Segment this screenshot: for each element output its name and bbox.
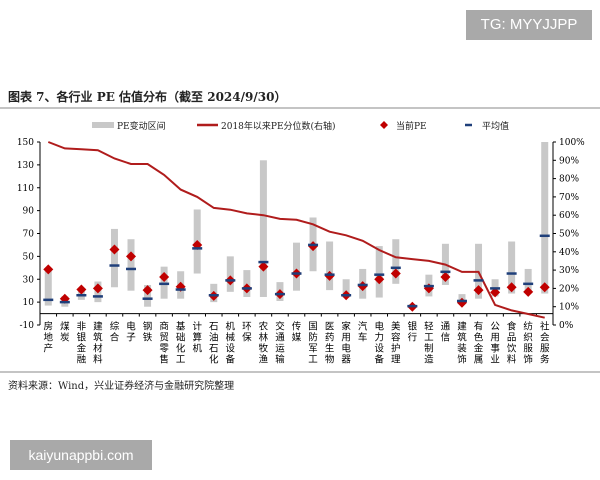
current-pe-marker-6	[142, 285, 153, 296]
right-tick-label: 20%	[559, 284, 579, 294]
range-bar-29	[524, 268, 532, 294]
current-pe-marker-4	[109, 244, 120, 255]
right-tick-label: 60%	[559, 211, 579, 221]
category-label: 非银金融	[77, 321, 87, 366]
category-label: 商贸零售	[159, 321, 169, 366]
current-pe-marker-13	[258, 261, 269, 272]
current-pe-marker-21	[390, 268, 401, 279]
right-tick-label: 40%	[559, 248, 579, 258]
category-label: 农林牧渔	[259, 321, 269, 366]
category-label: 交通运输	[275, 321, 285, 366]
right-tick-label: 100%	[559, 138, 585, 148]
chart-title: 图表 7、各行业 PE 估值分布（截至 2024/9/30）	[8, 90, 287, 104]
left-tick-label: 130	[17, 161, 34, 171]
category-label: 房地产	[44, 321, 54, 355]
right-tick-label: 90%	[559, 156, 579, 166]
current-pe-marker-5	[126, 251, 137, 262]
legend-range-swatch	[92, 122, 114, 128]
right-tick-label: 70%	[559, 193, 579, 203]
current-pe-marker-29	[523, 286, 534, 297]
category-label: 有色金属	[474, 321, 484, 366]
category-label: 食品饮料	[507, 321, 517, 366]
left-tick-label: -10	[20, 321, 35, 331]
category-label: 基础化工	[176, 321, 186, 366]
legend-range-label: PE变动区间	[117, 120, 166, 132]
category-label: 通信	[441, 322, 451, 344]
current-pe-marker-0	[43, 264, 54, 275]
left-tick-label: 50	[23, 252, 35, 262]
category-label: 医药生物	[325, 322, 335, 366]
current-pe-marker-26	[473, 285, 484, 296]
range-bar-6	[144, 284, 152, 307]
category-label: 家用电器	[341, 321, 351, 366]
category-label: 电力设备	[374, 321, 384, 366]
category-label: 机械设备	[226, 321, 236, 366]
range-bar-28	[508, 241, 516, 294]
current-pe-marker-7	[159, 271, 170, 282]
category-label: 国防军工	[308, 322, 318, 366]
current-pe-marker-24	[440, 271, 451, 282]
watermark-top: TG: MYYJJPP	[466, 10, 592, 40]
current-pe-marker-27	[490, 287, 501, 298]
right-tick-label: 30%	[559, 266, 579, 276]
category-label: 煤炭	[60, 321, 70, 344]
category-label: 汽车	[358, 321, 368, 344]
range-bar-0	[44, 270, 52, 306]
category-label: 美容护理	[391, 321, 401, 366]
left-tick-label: 90	[23, 207, 35, 217]
right-tick-label: 10%	[559, 303, 579, 313]
left-tick-label: 10	[23, 298, 35, 308]
current-pe-marker-28	[506, 282, 517, 293]
range-bar-18	[342, 279, 350, 298]
category-label: 计算机	[192, 321, 202, 355]
legend-current-label: 当前PE	[396, 120, 427, 132]
legend-mean-label: 平均值	[482, 120, 509, 132]
category-label: 环保	[242, 322, 252, 344]
category-label: 钢铁	[143, 321, 153, 344]
left-tick-label: 110	[17, 184, 34, 194]
range-bar-4	[110, 228, 118, 288]
category-label: 综合	[110, 321, 120, 344]
range-bar-30	[541, 142, 549, 294]
left-tick-label: 30	[23, 275, 35, 285]
range-bar-15	[293, 242, 300, 291]
category-label: 社会服务	[540, 321, 550, 366]
category-label: 公用事业	[490, 322, 500, 366]
current-pe-marker-2	[76, 284, 87, 295]
category-label: 电子	[126, 321, 136, 344]
category-label: 建筑材料	[93, 321, 103, 366]
current-pe-marker-20	[374, 274, 385, 285]
range-bar-11	[226, 256, 234, 292]
range-bar-21	[392, 239, 400, 284]
current-pe-marker-30	[539, 282, 550, 293]
range-bar-20	[375, 246, 383, 298]
current-pe-marker-3	[92, 283, 103, 294]
percentile-line	[47, 141, 545, 319]
left-tick-label: 150	[17, 138, 34, 148]
right-tick-label: 50%	[559, 230, 579, 240]
range-bar-17	[326, 241, 334, 291]
source-note: 资料来源：Wind，兴业证券经济与金融研究院整理	[8, 381, 235, 392]
category-label: 轻工制造	[424, 321, 434, 366]
category-label: 传媒	[292, 321, 302, 344]
watermark-bottom: kaiyunappbi.com	[10, 440, 152, 470]
range-bar-13	[259, 160, 267, 297]
left-tick-label: 70	[23, 230, 35, 240]
category-label: 银行	[408, 321, 418, 344]
right-tick-label: 80%	[559, 175, 579, 185]
range-bar-5	[127, 239, 135, 291]
legend-percentile-label: 2018年以来PE分位数(右轴)	[221, 120, 336, 132]
category-label: 建筑装饰	[457, 321, 467, 366]
category-label: 纺织服饰	[523, 321, 533, 366]
category-label: 石油石化	[209, 322, 219, 366]
right-tick-label: 0%	[559, 321, 574, 331]
legend-current-swatch	[380, 121, 388, 129]
